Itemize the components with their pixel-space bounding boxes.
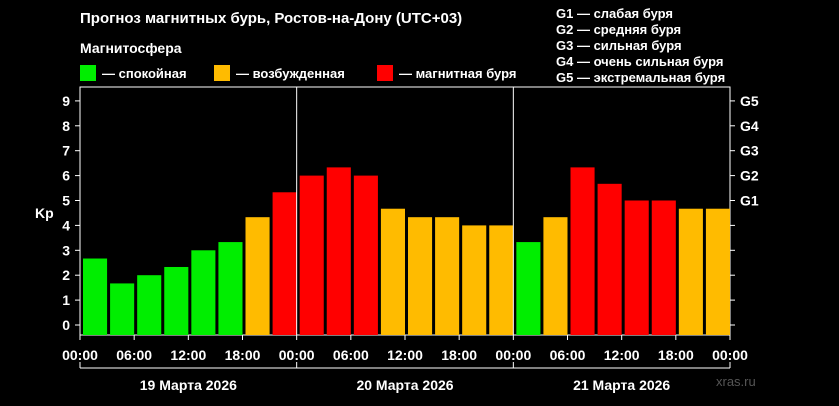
legend-swatch-calm (80, 65, 96, 81)
x-tick-label: 00:00 (495, 347, 531, 363)
g-tick-label: G3 (740, 143, 759, 159)
kp-bar (380, 208, 405, 335)
kp-bar (110, 283, 135, 335)
kp-bar (489, 225, 514, 335)
x-tick-label: 00:00 (712, 347, 748, 363)
kp-bar (137, 275, 162, 335)
kp-bar (543, 217, 568, 335)
x-tick-label: 06:00 (333, 347, 369, 363)
kp-bar (462, 225, 487, 335)
kp-bar (83, 258, 108, 335)
x-tick-label: 06:00 (550, 347, 586, 363)
watermark: xras.ru (716, 374, 756, 389)
kp-bar (353, 175, 378, 335)
kp-bar (191, 250, 216, 335)
storm-level-g3: G3 — сильная буря (556, 38, 682, 53)
legend-swatch-excited (214, 65, 230, 81)
legend-label-calm: — спокойная (102, 65, 187, 81)
kp-bar (326, 167, 351, 335)
x-tick-label: 18:00 (441, 347, 477, 363)
kp-bar (570, 167, 595, 335)
storm-level-legend: G1 — слабая буря G2 — средняя буря G3 — … (556, 6, 725, 86)
legend-label-excited: — возбужденная (236, 65, 345, 81)
y-axis-label: Kp (35, 205, 54, 221)
g-tick-label: G1 (740, 193, 759, 209)
day-label: 20 Марта 2026 (356, 377, 453, 393)
kp-bar (624, 200, 649, 335)
chart-title: Прогноз магнитных бурь, Ростов-на-Дону (… (80, 10, 463, 27)
y-tick-label: 3 (62, 242, 70, 258)
kp-bar (435, 217, 460, 335)
kp-bar (218, 242, 243, 335)
g-tick-label: G5 (740, 93, 759, 109)
y-tick-label: 6 (62, 168, 70, 184)
x-tick-label: 00:00 (62, 347, 98, 363)
y-tick-label: 4 (62, 217, 70, 233)
kp-bar (516, 242, 541, 335)
x-tick-label: 00:00 (279, 347, 315, 363)
kp-bar (678, 208, 703, 335)
x-tick-label: 12:00 (387, 347, 423, 363)
legend-item-storm: — магнитная буря (377, 65, 516, 81)
kp-bar (245, 217, 270, 335)
legend-label-storm: — магнитная буря (399, 65, 517, 81)
kp-bar (597, 183, 622, 335)
kp-bar (408, 217, 433, 335)
y-tick-label: 1 (62, 292, 70, 308)
y-tick-label: 8 (62, 118, 70, 134)
legend-item-calm: — спокойная (80, 65, 187, 81)
y-tick-label: 9 (62, 93, 70, 109)
magnetosphere-label: Магнитосфера (80, 40, 182, 56)
y-tick-label: 7 (62, 143, 70, 159)
x-tick-label: 18:00 (658, 347, 694, 363)
storm-level-g1: G1 — слабая буря (556, 6, 674, 21)
y-tick-label: 2 (62, 267, 70, 283)
x-tick-label: 06:00 (116, 347, 152, 363)
g-tick-label: G4 (740, 118, 759, 134)
kp-bar (705, 208, 730, 335)
x-tick-label: 18:00 (225, 347, 261, 363)
storm-level-g5: G5 — экстремальная буря (556, 70, 726, 85)
storm-level-g2: G2 — средняя буря (556, 22, 682, 37)
legend-swatch-storm (377, 65, 393, 81)
y-tick-label: 0 (62, 317, 70, 333)
kp-bar (272, 192, 297, 335)
x-tick-label: 12:00 (170, 347, 206, 363)
y-tick-label: 5 (62, 193, 70, 209)
g-tick-label: G2 (740, 168, 759, 184)
legend-item-excited: — возбужденная (214, 65, 345, 81)
kp-bar (164, 266, 189, 335)
x-tick-label: 12:00 (604, 347, 640, 363)
day-label: 21 Марта 2026 (573, 377, 670, 393)
day-label: 19 Марта 2026 (140, 377, 237, 393)
kp-bar (651, 200, 676, 335)
kp-bar (299, 175, 324, 335)
storm-level-g4: G4 — очень сильная буря (556, 54, 724, 69)
